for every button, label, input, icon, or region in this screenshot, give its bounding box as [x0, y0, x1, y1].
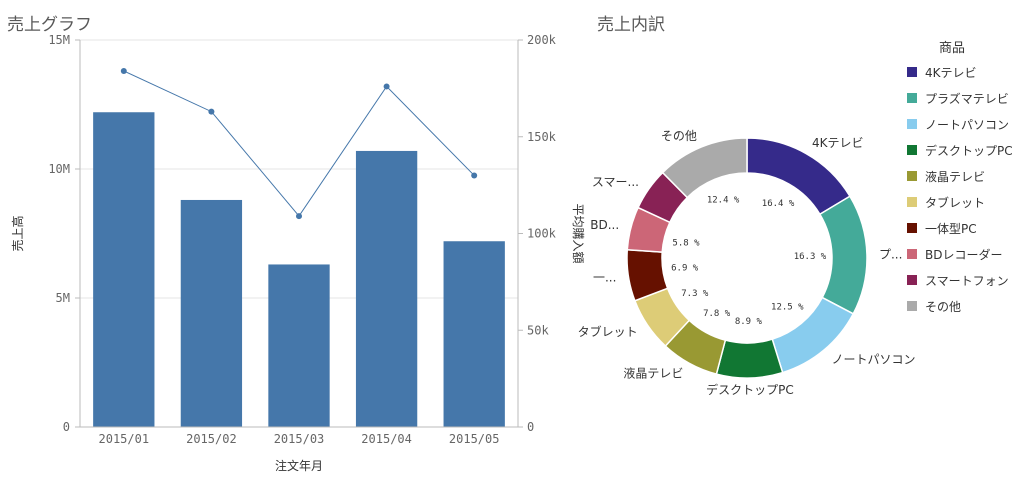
legend-label: デスクトップPC — [925, 143, 1013, 158]
legend-item[interactable]: BDレコーダー — [907, 247, 1002, 262]
legend-swatch — [907, 275, 917, 285]
x-tick-label: 2015/02 — [186, 432, 237, 446]
line-point[interactable] — [383, 83, 390, 90]
legend-swatch — [907, 249, 917, 259]
legend-label: 液晶テレビ — [925, 169, 985, 184]
y2-tick-label: 50k — [527, 323, 549, 337]
pie-value-label: 7.3 % — [681, 289, 709, 299]
line-point[interactable] — [208, 108, 215, 115]
legend-label: タブレット — [925, 195, 985, 210]
y2-tick-label: 200k — [527, 33, 557, 47]
legend-item[interactable]: スマートフォン — [907, 274, 1009, 288]
y-tick-label: 10M — [48, 162, 70, 176]
y2-tick-label: 100k — [527, 227, 557, 241]
pie-category-label: ノートパソコン — [831, 352, 915, 366]
legend-item[interactable]: 液晶テレビ — [907, 169, 985, 184]
pie-value-label: 12.5 % — [771, 302, 804, 312]
pie-value-label: 8.9 % — [735, 317, 763, 327]
y-tick-label: 0 — [63, 420, 70, 434]
legend-item[interactable]: プラズマテレビ — [907, 91, 1009, 106]
y2-axis-title: 平均購入額 — [571, 203, 585, 263]
y-axis-title: 売上高 — [10, 215, 25, 251]
pie-value-label: 16.4 % — [762, 199, 795, 209]
legend-swatch — [907, 223, 917, 233]
legend-swatch — [907, 171, 917, 181]
x-tick-label: 2015/03 — [274, 432, 325, 446]
x-tick-label: 2015/04 — [361, 432, 412, 446]
legend-item[interactable]: 4Kテレビ — [907, 66, 977, 80]
series-line — [123, 70, 475, 217]
legend-label: 一体型PC — [925, 222, 977, 236]
legend-title: 商品 — [939, 41, 965, 56]
legend-label: 4Kテレビ — [925, 66, 977, 80]
bar[interactable] — [268, 264, 330, 427]
legend-label: プラズマテレビ — [925, 91, 1009, 106]
legend-swatch — [907, 93, 917, 103]
y2-tick-label: 0 — [527, 420, 534, 434]
legend-swatch — [907, 67, 917, 77]
pie-value-label: 12.4 % — [707, 196, 740, 206]
legend-swatch — [907, 119, 917, 129]
pie-category-label: 4Kテレビ — [812, 136, 864, 150]
bar[interactable] — [93, 112, 155, 428]
legend-swatch — [907, 197, 917, 207]
bar-chart-title: 売上グラフ — [7, 15, 92, 35]
x-tick-label: 2015/05 — [449, 432, 500, 446]
legend-item[interactable]: ノートパソコン — [907, 118, 1009, 132]
legend-item[interactable]: その他 — [907, 300, 961, 314]
x-axis-title: 注文年月 — [275, 458, 323, 473]
pie-value-label: 16.3 % — [794, 252, 827, 262]
legend-item[interactable]: デスクトップPC — [907, 143, 1013, 158]
pie-slice[interactable] — [746, 137, 851, 216]
pie-slice[interactable] — [818, 195, 868, 315]
bar[interactable] — [443, 241, 505, 427]
legend-label: スマートフォン — [925, 274, 1009, 288]
pie-slice[interactable] — [715, 338, 784, 379]
legend-swatch — [907, 301, 917, 311]
pie-chart-title: 売上内訳 — [597, 15, 665, 35]
y-tick-label: 15M — [48, 33, 70, 47]
pie-slice[interactable] — [661, 137, 748, 199]
line-point[interactable] — [296, 213, 302, 220]
pie-category-label: その他 — [661, 129, 697, 143]
legend-label: その他 — [925, 300, 961, 314]
y2-tick-label: 150k — [527, 130, 557, 144]
pie-category-label: プ... — [879, 247, 902, 261]
pie-slice[interactable] — [771, 296, 855, 374]
line-point[interactable] — [120, 67, 127, 74]
y-tick-label: 5M — [56, 291, 70, 305]
pie-category-label: デスクトップPC — [706, 382, 794, 397]
pie-category-label: 液晶テレビ — [623, 366, 683, 381]
line-point[interactable] — [471, 172, 478, 179]
pie-value-label: 5.8 % — [672, 238, 700, 248]
legend-swatch — [907, 145, 917, 155]
legend-item[interactable]: タブレット — [907, 195, 985, 210]
bar[interactable] — [180, 199, 243, 427]
legend-label: BDレコーダー — [925, 247, 1002, 262]
pie-value-label: 6.9 % — [671, 263, 699, 273]
bar[interactable] — [355, 150, 418, 427]
legend-label: ノートパソコン — [925, 118, 1009, 132]
legend-item[interactable]: 一体型PC — [907, 222, 977, 236]
sales-bar-line-chart[interactable]: 0 5M 10M 15M 0 50k 100k 150k 200k 2015/01 2015/02 2… — [0, 0, 600, 484]
x-tick-label: 2015/01 — [99, 432, 150, 446]
pie-value-label: 7.8 % — [703, 309, 731, 319]
